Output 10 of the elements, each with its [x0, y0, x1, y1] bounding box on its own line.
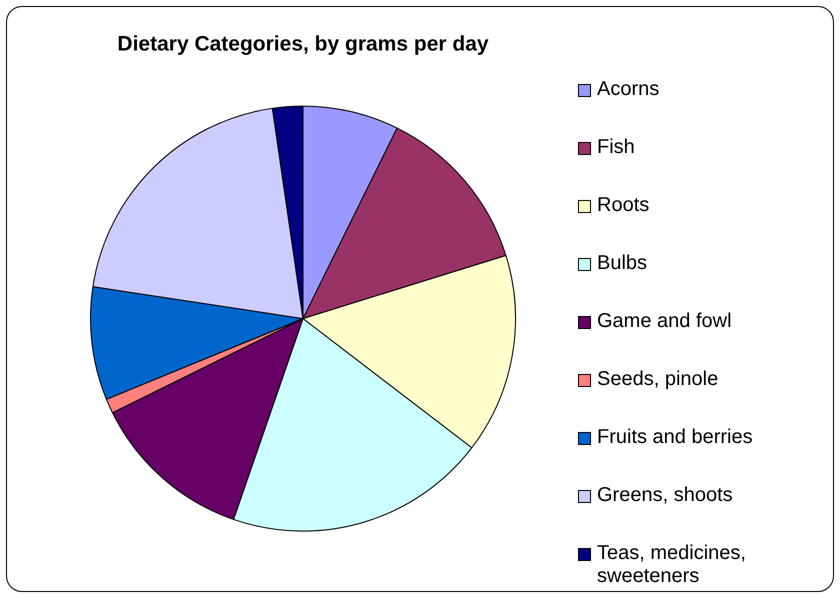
legend-label: Fruits and berries	[597, 426, 753, 449]
legend-label: Greens, shoots	[597, 484, 733, 507]
legend-label: Seeds, pinole	[597, 368, 718, 391]
chart-title: Dietary Categories, by grams per day	[117, 32, 489, 56]
legend-label: Fish	[597, 136, 635, 159]
legend-label: Roots	[597, 194, 650, 217]
legend-label: Teas, medicines, sweeteners	[597, 542, 747, 588]
legend-label: Acorns	[597, 78, 660, 101]
legend-label: Bulbs	[597, 252, 648, 275]
legend-label: Game and fowl	[597, 310, 732, 333]
